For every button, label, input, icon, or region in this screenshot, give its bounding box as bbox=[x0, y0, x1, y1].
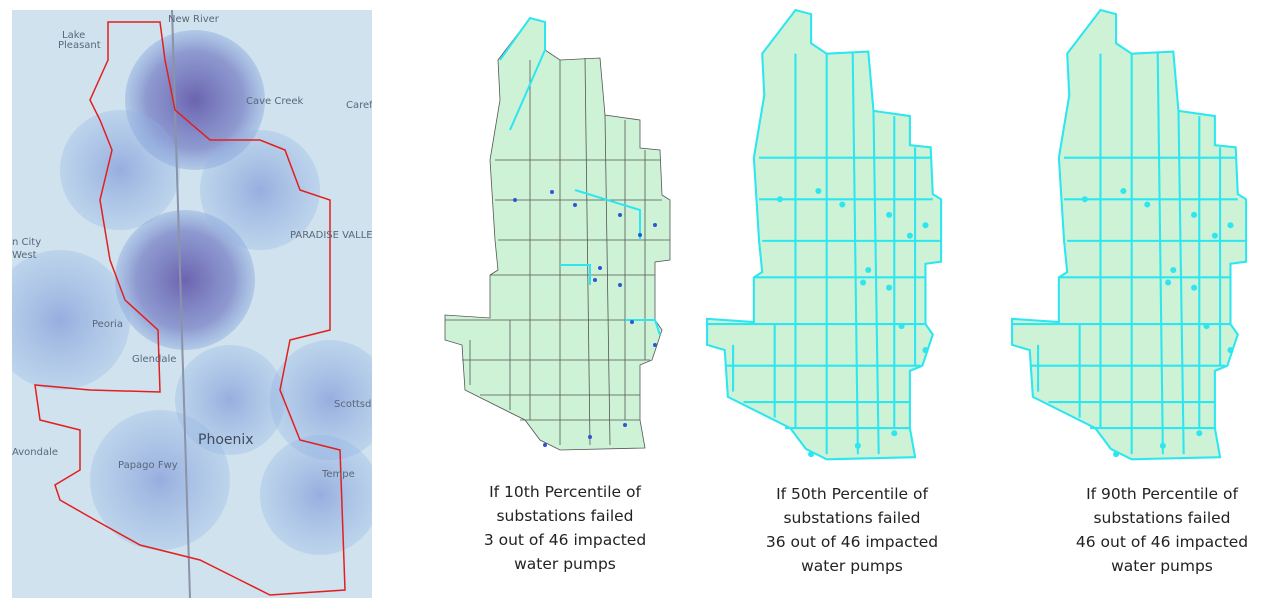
map-label: Pleasant bbox=[58, 40, 101, 51]
district-line bbox=[1156, 51, 1164, 455]
caption-line: 3 out of 46 impacted bbox=[484, 531, 646, 549]
district-line bbox=[1177, 110, 1185, 455]
base-map bbox=[12, 10, 372, 598]
pump bbox=[618, 283, 622, 287]
failed-line bbox=[625, 319, 661, 336]
failed-line bbox=[499, 16, 546, 131]
pump bbox=[543, 443, 547, 447]
pump bbox=[1170, 266, 1177, 274]
district-line bbox=[851, 51, 859, 455]
pump bbox=[906, 232, 913, 239]
pump bbox=[573, 203, 577, 207]
pump bbox=[1196, 430, 1203, 437]
pump bbox=[886, 211, 893, 218]
pump bbox=[1113, 451, 1120, 458]
caption-line: water pumps bbox=[514, 555, 616, 573]
pump bbox=[593, 278, 597, 282]
failed-line bbox=[560, 264, 591, 285]
pump bbox=[1227, 222, 1234, 229]
pump bbox=[886, 284, 893, 291]
pump bbox=[1191, 211, 1198, 218]
caption-line: water pumps bbox=[1111, 557, 1213, 575]
pump bbox=[808, 451, 815, 458]
pump bbox=[588, 435, 592, 439]
pump bbox=[898, 323, 905, 330]
pump bbox=[630, 320, 634, 324]
map-label: Lake bbox=[62, 30, 85, 41]
pump bbox=[839, 201, 846, 208]
region bbox=[707, 9, 942, 460]
pump bbox=[1211, 232, 1218, 239]
pump bbox=[922, 222, 929, 229]
caption-line: substations failed bbox=[1093, 509, 1230, 527]
pump bbox=[1165, 279, 1172, 286]
pump bbox=[618, 213, 622, 217]
caption-line: 36 out of 46 impacted bbox=[766, 533, 938, 551]
pump bbox=[1203, 323, 1210, 330]
caption-line: water pumps bbox=[801, 557, 903, 575]
caption-line: substations failed bbox=[783, 509, 920, 527]
pump bbox=[1144, 201, 1151, 208]
pump bbox=[623, 423, 627, 427]
pump bbox=[653, 343, 657, 347]
caption-line: If 50th Percentile of bbox=[776, 485, 928, 503]
pump bbox=[1191, 284, 1198, 291]
pump bbox=[815, 187, 822, 194]
pump bbox=[598, 266, 602, 270]
pump bbox=[653, 223, 657, 227]
region-outline bbox=[1011, 8, 1248, 461]
pump bbox=[1227, 347, 1234, 354]
district-map bbox=[444, 16, 671, 451]
map-label: Phoenix bbox=[198, 432, 254, 448]
district-line bbox=[584, 57, 591, 446]
district-line bbox=[872, 110, 880, 455]
map-label: Papago Fwy bbox=[118, 460, 178, 471]
map-label: West bbox=[12, 250, 37, 261]
caption-line: If 10th Percentile of bbox=[489, 483, 641, 501]
caption-line: 46 out of 46 impacted bbox=[1076, 533, 1248, 551]
pump bbox=[854, 442, 861, 449]
map-label: New River bbox=[168, 14, 220, 25]
district-line bbox=[604, 114, 611, 446]
caption-line: substations failed bbox=[496, 507, 633, 525]
map-label: Glendale bbox=[132, 354, 176, 365]
map-label: Peoria bbox=[92, 319, 123, 330]
district-map bbox=[1011, 8, 1248, 461]
pump bbox=[550, 190, 554, 194]
pump bbox=[891, 430, 898, 437]
pump bbox=[860, 279, 867, 286]
district-map bbox=[706, 8, 943, 461]
failed-line bbox=[574, 189, 641, 240]
pump bbox=[638, 233, 642, 237]
map-label: Scottsdale bbox=[334, 399, 386, 410]
map-label: Carefree bbox=[346, 100, 389, 111]
map-label: Cave Creek bbox=[246, 96, 304, 107]
pump bbox=[865, 266, 872, 274]
pump bbox=[1081, 196, 1088, 203]
pump bbox=[922, 347, 929, 354]
map-label: PARADISE VALLEY bbox=[290, 230, 380, 241]
region bbox=[445, 18, 670, 450]
map-label: n City bbox=[12, 237, 41, 248]
map-label: Avondale bbox=[12, 447, 58, 458]
pump bbox=[776, 196, 783, 203]
pump bbox=[1120, 187, 1127, 194]
caption-line: If 90th Percentile of bbox=[1086, 485, 1238, 503]
pump bbox=[1159, 442, 1166, 449]
map-label: Tempe bbox=[321, 469, 355, 480]
pump bbox=[513, 198, 517, 202]
region bbox=[1012, 9, 1247, 460]
region-outline bbox=[706, 8, 943, 461]
region-outline bbox=[444, 17, 671, 451]
